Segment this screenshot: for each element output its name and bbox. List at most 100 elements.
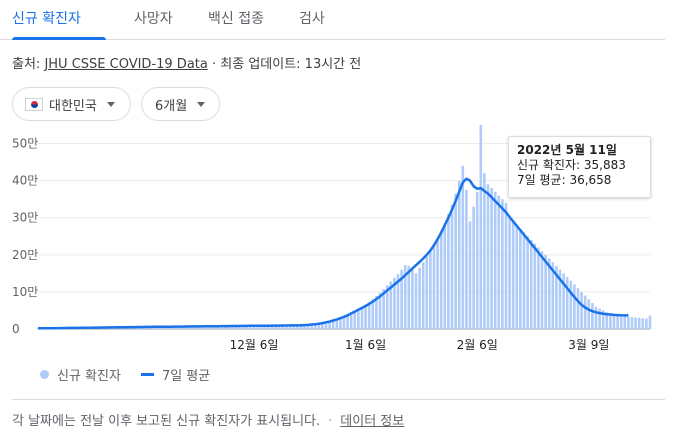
active-tab-indicator: [12, 37, 106, 40]
case-bar: [418, 267, 421, 329]
case-bar: [598, 308, 601, 329]
case-bar: [630, 317, 634, 329]
case-bar: [443, 223, 447, 329]
case-bar: [195, 326, 198, 329]
korea-flag-icon: [25, 97, 43, 111]
case-bar: [400, 269, 403, 329]
period-label: 6개월: [155, 98, 188, 114]
case-bar: [198, 326, 202, 329]
case-bar: [367, 302, 371, 329]
case-bar: [519, 228, 522, 329]
y-tick-label: 50만: [12, 137, 38, 151]
tooltip-average-value: 36,658: [569, 173, 612, 187]
case-bar: [292, 325, 295, 329]
case-bar: [493, 191, 497, 329]
case-bar: [648, 315, 652, 329]
case-bar: [562, 273, 565, 329]
case-bar: [627, 316, 630, 329]
case-bar: [360, 307, 364, 329]
source-link[interactable]: JHU CSSE COVID-19 Data: [44, 57, 208, 72]
case-bar: [191, 326, 195, 329]
case-bar: [288, 325, 292, 329]
case-bar: [609, 314, 612, 329]
case-bar: [274, 325, 277, 329]
case-bar: [555, 265, 558, 329]
about-data-link[interactable]: 데이터 정보: [340, 414, 405, 429]
case-bar: [623, 316, 627, 329]
case-bar: [587, 299, 591, 329]
case-bar: [537, 247, 540, 329]
period-dropdown[interactable]: 6개월: [141, 87, 220, 121]
seven-day-average-line: [38, 177, 629, 330]
case-bar: [285, 325, 288, 329]
case-bar: [375, 295, 378, 329]
case-bar: [245, 325, 249, 329]
case-bar: [580, 291, 583, 329]
case-bar: [277, 325, 281, 329]
tooltip-cases-label: 신규 확진자:: [517, 158, 584, 172]
country-dropdown[interactable]: 대한민국: [12, 87, 131, 121]
case-bar: [558, 269, 562, 329]
case-bar: [634, 317, 637, 329]
case-bar: [306, 324, 310, 329]
case-bar: [450, 204, 454, 329]
tab-deaths[interactable]: 사망자: [134, 11, 173, 27]
case-bar: [324, 322, 328, 329]
tooltip-average: 7일 평균: 36,658: [517, 173, 642, 188]
case-bar: [295, 325, 299, 329]
y-tick-label: 30만: [12, 211, 38, 225]
case-bar: [529, 239, 533, 329]
case-bar: [504, 202, 508, 329]
case-bar: [396, 274, 400, 329]
case-bar: [540, 251, 544, 329]
footer-divider: [12, 399, 665, 400]
tab-tests[interactable]: 검사: [299, 11, 325, 27]
tab-new-cases[interactable]: 신규 확진자: [12, 11, 81, 27]
case-bar: [238, 325, 241, 329]
case-bar: [256, 325, 259, 329]
case-bar: [414, 273, 418, 329]
chart-legend: 신규 확진자 7일 평균: [40, 365, 210, 384]
case-bar: [544, 254, 547, 329]
case-bar: [486, 184, 490, 329]
case-bar: [483, 173, 486, 329]
case-bar: [281, 325, 285, 329]
case-bar: [263, 325, 267, 329]
case-bar: [407, 265, 411, 329]
case-bar: [472, 206, 475, 329]
case-bar: [259, 325, 263, 329]
source-separator: ·: [207, 57, 221, 72]
case-bar: [270, 325, 274, 329]
case-bar: [364, 304, 367, 329]
case-bar: [382, 288, 385, 329]
case-bar: [454, 193, 457, 329]
case-bar: [497, 195, 501, 329]
case-bar: [465, 189, 468, 329]
case-bar: [475, 191, 479, 329]
tab-vaccinations[interactable]: 백신 접종: [208, 11, 264, 27]
case-bar: [313, 324, 317, 329]
case-bar: [547, 258, 551, 329]
y-tick-label: 20만: [12, 248, 38, 262]
case-bar: [515, 225, 519, 329]
x-tick-label: 12월 6일: [230, 338, 279, 352]
case-bar: [385, 285, 389, 329]
case-bar: [202, 326, 205, 329]
case-bar: [223, 326, 227, 329]
case-bar: [508, 217, 511, 329]
case-bar: [637, 317, 641, 329]
case-bar: [605, 312, 609, 329]
legend-line-label: 7일 평균: [161, 369, 211, 384]
case-bar: [569, 280, 573, 329]
x-tick-label: 2월 6일: [457, 338, 498, 352]
case-bar: [461, 165, 465, 329]
case-bar: [231, 326, 234, 329]
case-bar: [411, 269, 414, 329]
tab-bar: 신규 확진자 사망자 백신 접종 검사: [0, 0, 665, 40]
case-bar: [310, 324, 313, 329]
case-bar: [439, 230, 443, 329]
case-bar: [429, 251, 432, 329]
case-bar: [342, 316, 346, 329]
tooltip-cases: 신규 확진자: 35,883: [517, 158, 642, 173]
